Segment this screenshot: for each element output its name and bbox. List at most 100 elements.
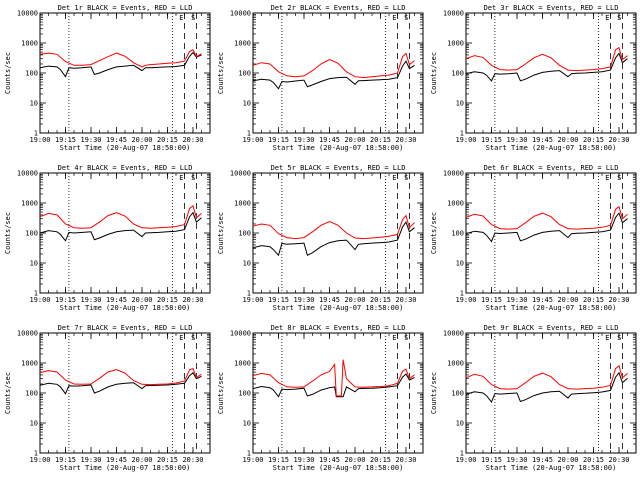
y-tick-label: 1 bbox=[247, 130, 251, 138]
panel-6: Det 6r BLACK = Events, RED = LLD 1 10 100 10… bbox=[430, 164, 637, 312]
series-lld bbox=[465, 205, 628, 230]
panel-title: Det 2r BLACK = Events, RED = LLD bbox=[271, 4, 406, 12]
x-tick-label: 19:15 bbox=[55, 136, 76, 144]
x-tick-label: 19:00 bbox=[29, 456, 50, 464]
y-tick-label: 1000 bbox=[21, 360, 38, 368]
y-tick-label: 1000 bbox=[234, 200, 251, 208]
x-tick-label: 19:30 bbox=[506, 136, 527, 144]
series-lld bbox=[39, 205, 202, 229]
x-tick-label: 20:30 bbox=[395, 136, 416, 144]
x-tick-label: 19:30 bbox=[506, 456, 527, 464]
panel-title: Det 5r BLACK = Events, RED = LLD bbox=[271, 164, 406, 172]
x-tick-label: 20:30 bbox=[182, 296, 203, 304]
panel-title: Det 4r BLACK = Events, RED = LLD bbox=[58, 164, 193, 172]
x-tick-label: 19:30 bbox=[80, 456, 101, 464]
panel-1: Det 1r BLACK = Events, RED = LLD 1 10 100 10… bbox=[4, 4, 211, 152]
x-tick-label: 20:30 bbox=[395, 296, 416, 304]
y-tick-label: 10 bbox=[30, 420, 38, 428]
y-tick-label: 10000 bbox=[230, 10, 251, 18]
y-tick-label: 10000 bbox=[17, 330, 38, 338]
panel-2: Det 2r BLACK = Events, RED = LLD 1 10 100 10… bbox=[217, 4, 424, 152]
x-tick-label: 19:30 bbox=[293, 136, 314, 144]
x-axis-label: Start Time (20-Aug-07 18:58:00) bbox=[273, 144, 404, 152]
marker-label-e: E bbox=[605, 174, 609, 182]
y-tick-label: 1000 bbox=[447, 360, 464, 368]
x-tick-label: 20:15 bbox=[157, 456, 178, 464]
x-tick-label: 20:30 bbox=[182, 136, 203, 144]
x-tick-label: 19:45 bbox=[319, 136, 340, 144]
x-tick-label: 19:15 bbox=[268, 296, 289, 304]
marker-label-s: S bbox=[404, 174, 408, 182]
x-tick-label: 19:30 bbox=[506, 296, 527, 304]
y-tick-label: 1000 bbox=[234, 360, 251, 368]
x-tick-label: 19:15 bbox=[481, 296, 502, 304]
panel-9: Det 9r BLACK = Events, RED = LLD 1 10 100 10… bbox=[430, 324, 637, 472]
x-axis-label: Start Time (20-Aug-07 18:58:00) bbox=[60, 304, 191, 312]
series-events bbox=[252, 221, 415, 257]
x-tick-label: 19:00 bbox=[242, 296, 263, 304]
x-tick-label: 19:15 bbox=[55, 456, 76, 464]
y-tick-label: 10000 bbox=[230, 170, 251, 178]
y-tick-label: 1 bbox=[460, 290, 464, 298]
panel-8: Det 8r BLACK = Events, RED = LLD 1 10 100 10… bbox=[217, 324, 424, 472]
y-tick-label: 10000 bbox=[443, 10, 464, 18]
y-tick-label: 1000 bbox=[234, 40, 251, 48]
x-axis-label: Start Time (20-Aug-07 18:58:00) bbox=[486, 304, 617, 312]
y-axis-label: Counts/sec bbox=[4, 52, 12, 94]
x-tick-label: 20:30 bbox=[182, 456, 203, 464]
x-tick-label: 20:00 bbox=[344, 136, 365, 144]
y-axis-label: Counts/sec bbox=[217, 52, 225, 94]
x-tick-label: 20:30 bbox=[608, 136, 629, 144]
series-events bbox=[465, 371, 628, 403]
y-axis-label: Counts/sec bbox=[217, 372, 225, 414]
x-axis-label: Start Time (20-Aug-07 18:58:00) bbox=[273, 464, 404, 472]
x-tick-label: 19:00 bbox=[29, 136, 50, 144]
panel-title: Det 9r BLACK = Events, RED = LLD bbox=[484, 324, 619, 332]
x-tick-label: 20:30 bbox=[608, 296, 629, 304]
series-events bbox=[39, 51, 202, 78]
x-tick-label: 19:45 bbox=[106, 296, 127, 304]
panel-3: Det 3r BLACK = Events, RED = LLD 1 10 100 10… bbox=[430, 4, 637, 152]
y-tick-label: 100 bbox=[238, 70, 251, 78]
x-tick-label: 19:15 bbox=[268, 456, 289, 464]
x-tick-label: 20:00 bbox=[557, 296, 578, 304]
x-tick-label: 20:15 bbox=[157, 136, 178, 144]
x-tick-label: 19:45 bbox=[532, 296, 553, 304]
marker-label-s: S bbox=[191, 14, 195, 22]
y-tick-label: 1 bbox=[460, 450, 464, 458]
series-lld bbox=[465, 46, 628, 72]
y-tick-label: 1000 bbox=[21, 40, 38, 48]
x-tick-label: 19:30 bbox=[80, 296, 101, 304]
series-events bbox=[39, 211, 202, 242]
x-tick-label: 19:30 bbox=[80, 136, 101, 144]
x-tick-label: 19:00 bbox=[455, 296, 476, 304]
y-tick-label: 1000 bbox=[447, 200, 464, 208]
y-tick-label: 10000 bbox=[443, 330, 464, 338]
series-lld bbox=[39, 367, 202, 386]
x-tick-label: 20:15 bbox=[370, 136, 391, 144]
x-tick-label: 19:15 bbox=[55, 296, 76, 304]
x-tick-label: 20:30 bbox=[395, 456, 416, 464]
y-tick-label: 10 bbox=[243, 260, 251, 268]
panel-title: Det 7r BLACK = Events, RED = LLD bbox=[58, 324, 193, 332]
x-axis-label: Start Time (20-Aug-07 18:58:00) bbox=[486, 144, 617, 152]
x-tick-label: 19:00 bbox=[455, 456, 476, 464]
y-tick-label: 100 bbox=[25, 390, 38, 398]
marker-label-e: E bbox=[392, 174, 396, 182]
y-tick-label: 10 bbox=[456, 100, 464, 108]
panel-title: Det 6r BLACK = Events, RED = LLD bbox=[484, 164, 619, 172]
marker-label-s: S bbox=[404, 334, 408, 342]
y-tick-label: 100 bbox=[25, 70, 38, 78]
x-tick-label: 20:15 bbox=[583, 456, 604, 464]
marker-label-s: S bbox=[404, 14, 408, 22]
y-tick-label: 10 bbox=[30, 260, 38, 268]
marker-label-s: S bbox=[617, 174, 621, 182]
y-axis-label: Counts/sec bbox=[217, 212, 225, 254]
x-tick-label: 20:15 bbox=[157, 296, 178, 304]
x-axis-label: Start Time (20-Aug-07 18:58:00) bbox=[273, 304, 404, 312]
x-tick-label: 20:15 bbox=[370, 296, 391, 304]
marker-label-s: S bbox=[191, 334, 195, 342]
x-tick-label: 20:00 bbox=[131, 456, 152, 464]
x-axis-label: Start Time (20-Aug-07 18:58:00) bbox=[486, 464, 617, 472]
